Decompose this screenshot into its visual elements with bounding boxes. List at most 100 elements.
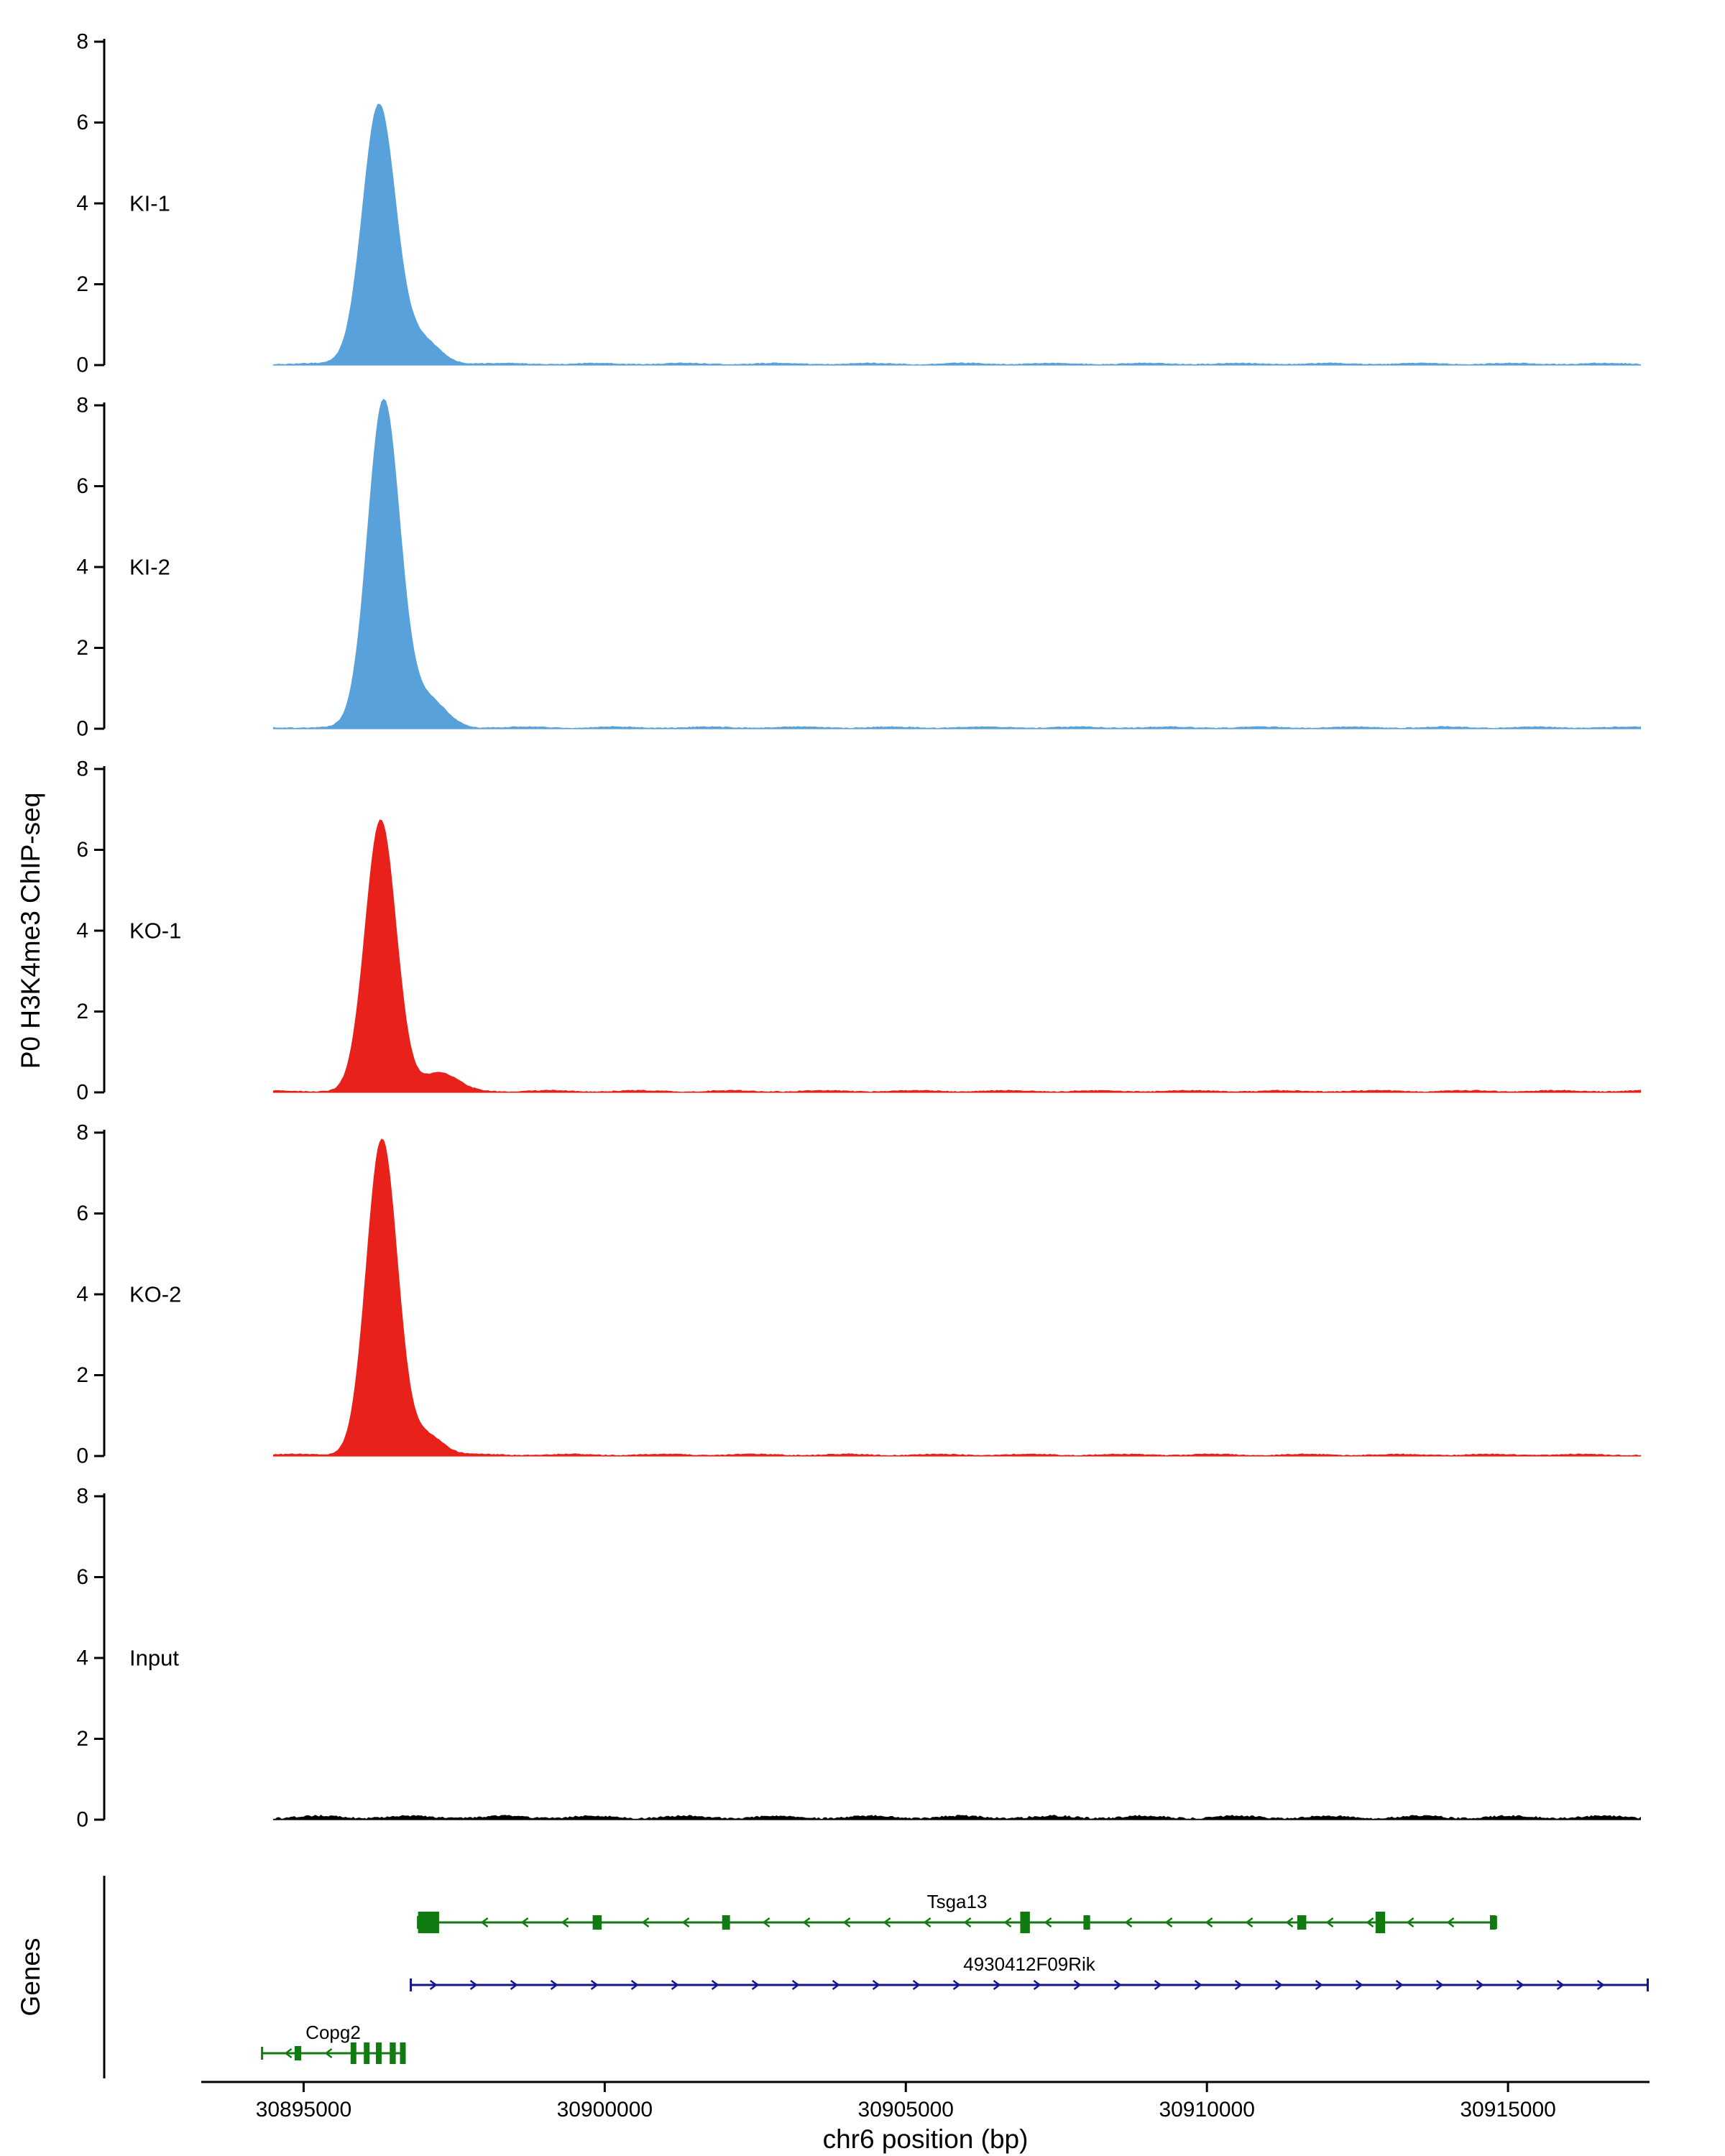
gene-strand-chevron-Tsga13 xyxy=(802,1917,811,1927)
gene-strand-chevron-4930412F09Rik xyxy=(469,1980,478,1990)
gene-exon-Copg2-3 xyxy=(375,2042,382,2064)
y-tick-label-KI-1-4: 4 xyxy=(76,192,88,216)
y-tick-label-KO-2-8: 8 xyxy=(76,1121,88,1145)
y-tick-label-KI-2-4: 4 xyxy=(76,556,88,579)
gene-strand-chevron-Tsga13 xyxy=(883,1917,891,1927)
gene-strand-chevron-4930412F09Rik xyxy=(671,1980,679,1990)
gene-strand-chevron-4930412F09Rik xyxy=(912,1980,921,1990)
x-tick-label-30915000: 30915000 xyxy=(1460,2098,1555,2122)
gene-strand-chevron-4930412F09Rik xyxy=(711,1980,719,1990)
y-tick-label-KO-1-0: 0 xyxy=(76,1081,88,1105)
gene-strand-chevron-Tsga13 xyxy=(762,1917,770,1927)
gene-name-4930412F09Rik: 4930412F09Rik xyxy=(963,1953,1096,1975)
gene-name-Copg2: Copg2 xyxy=(305,2022,361,2043)
track-label-KI-2: KI-2 xyxy=(129,555,170,580)
y-tick-label-KO-1-2: 2 xyxy=(76,1000,88,1023)
gene-strand-chevron-Copg2 xyxy=(284,2048,293,2058)
gene-strand-chevron-Tsga13 xyxy=(1325,1917,1334,1927)
y-axis-title: P0 H3K4me3 ChIP-seq xyxy=(16,793,45,1069)
gene-exon-Tsga13-3 xyxy=(1020,1912,1030,1933)
y-tick-label-KO-1-8: 8 xyxy=(76,757,88,781)
gene-strand-chevron-4930412F09Rik xyxy=(993,1980,1001,1990)
gene-strand-chevron-4930412F09Rik xyxy=(1516,1980,1524,1990)
y-tick-label-KI-2-8: 8 xyxy=(76,394,88,418)
gene-strand-chevron-Tsga13 xyxy=(1285,1917,1294,1927)
x-tick-label-30910000: 30910000 xyxy=(1159,2098,1254,2122)
gene-strand-chevron-4930412F09Rik xyxy=(952,1980,961,1990)
signal-area-Input xyxy=(272,1815,1641,1820)
gene-strand-chevron-4930412F09Rik xyxy=(1154,1980,1162,1990)
gene-exon-Tsga13-1 xyxy=(592,1915,602,1930)
signal-area-KI-2 xyxy=(272,398,1641,729)
gene-strand-chevron-4930412F09Rik xyxy=(1395,1980,1404,1990)
gene-exon-Tsga13-2 xyxy=(722,1915,730,1930)
y-tick-label-KI-2-0: 0 xyxy=(76,717,88,741)
gene-strand-chevron-4930412F09Rik xyxy=(550,1980,558,1990)
gene-strand-chevron-Tsga13 xyxy=(1406,1917,1414,1927)
y-tick-label-KI-1-6: 6 xyxy=(76,111,88,134)
y-tick-label-KI-1-8: 8 xyxy=(76,30,88,54)
y-tick-label-KI-2-6: 6 xyxy=(76,474,88,498)
signal-area-KO-2 xyxy=(272,1138,1641,1457)
gene-strand-chevron-4930412F09Rik xyxy=(832,1980,840,1990)
gene-strand-chevron-4930412F09Rik xyxy=(751,1980,760,1990)
gene-strand-chevron-4930412F09Rik xyxy=(590,1980,599,1990)
gene-exon-Tsga13-4 xyxy=(1083,1915,1090,1930)
y-tick-label-KI-1-0: 0 xyxy=(76,354,88,377)
gene-exon-Copg2-0 xyxy=(294,2046,302,2060)
gene-exon-Tsga13-5 xyxy=(1297,1915,1307,1930)
y-tick-label-Input-8: 8 xyxy=(76,1485,88,1508)
gene-strand-chevron-Tsga13 xyxy=(681,1917,690,1927)
y-tick-label-KO-1-6: 6 xyxy=(76,838,88,862)
signal-area-KI-1 xyxy=(272,103,1641,366)
gene-strand-chevron-Tsga13 xyxy=(1205,1917,1213,1927)
x-tick-label-30895000: 30895000 xyxy=(256,2098,351,2122)
track-label-Input: Input xyxy=(129,1646,179,1671)
gene-strand-chevron-4930412F09Rik xyxy=(1073,1980,1082,1990)
gene-strand-chevron-Copg2 xyxy=(324,2048,333,2058)
gene-strand-chevron-4930412F09Rik xyxy=(1113,1980,1122,1990)
y-tick-label-KI-1-2: 2 xyxy=(76,272,88,296)
gene-strand-chevron-4930412F09Rik xyxy=(1315,1980,1323,1990)
track-label-KO-2: KO-2 xyxy=(129,1282,181,1307)
gene-strand-chevron-Tsga13 xyxy=(923,1917,932,1927)
y-tick-label-KO-2-0: 0 xyxy=(76,1445,88,1468)
gene-strand-chevron-Tsga13 xyxy=(641,1917,650,1927)
gene-strand-chevron-Tsga13 xyxy=(1245,1917,1254,1927)
y-tick-label-KO-1-4: 4 xyxy=(76,919,88,943)
gene-strand-chevron-4930412F09Rik xyxy=(872,1980,880,1990)
gene-strand-chevron-Tsga13 xyxy=(1003,1917,1012,1927)
gene-strand-chevron-Tsga13 xyxy=(480,1917,489,1927)
gene-strand-chevron-4930412F09Rik xyxy=(1435,1980,1444,1990)
gene-strand-chevron-4930412F09Rik xyxy=(1274,1980,1283,1990)
gene-strand-chevron-Tsga13 xyxy=(1124,1917,1133,1927)
y-tick-label-KO-2-4: 4 xyxy=(76,1283,88,1307)
gene-strand-chevron-Tsga13 xyxy=(520,1917,529,1927)
gene-strand-chevron-4930412F09Rik xyxy=(1476,1980,1484,1990)
track-label-KO-1: KO-1 xyxy=(129,918,181,944)
gene-exon-Copg2-2 xyxy=(364,2042,370,2064)
gene-exon-Tsga13-7 xyxy=(1489,1915,1496,1930)
gene-exon-Copg2-1 xyxy=(350,2042,356,2064)
gene-strand-chevron-Tsga13 xyxy=(963,1917,972,1927)
y-tick-label-Input-6: 6 xyxy=(76,1565,88,1589)
gene-strand-chevron-4930412F09Rik xyxy=(510,1980,518,1990)
y-tick-label-Input-0: 0 xyxy=(76,1808,88,1832)
x-tick-label-30905000: 30905000 xyxy=(858,2098,954,2122)
gene-strand-chevron-4930412F09Rik xyxy=(1556,1980,1565,1990)
gene-strand-chevron-4930412F09Rik xyxy=(1194,1980,1202,1990)
gene-exon-Tsga13-0 xyxy=(418,1912,439,1933)
gene-strand-chevron-Tsga13 xyxy=(1044,1917,1052,1927)
genes-panel-title: Genes xyxy=(16,1938,45,2016)
gene-strand-chevron-Tsga13 xyxy=(1446,1917,1455,1927)
gene-strand-chevron-4930412F09Rik xyxy=(1033,1980,1041,1990)
y-tick-label-KI-2-2: 2 xyxy=(76,636,88,660)
signal-area-KO-1 xyxy=(272,819,1641,1093)
gene-strand-chevron-4930412F09Rik xyxy=(429,1980,438,1990)
gene-strand-chevron-Tsga13 xyxy=(842,1917,851,1927)
gene-exon-Copg2-4 xyxy=(390,2042,396,2064)
gene-strand-chevron-4930412F09Rik xyxy=(1355,1980,1363,1990)
y-tick-label-Input-4: 4 xyxy=(76,1646,88,1670)
